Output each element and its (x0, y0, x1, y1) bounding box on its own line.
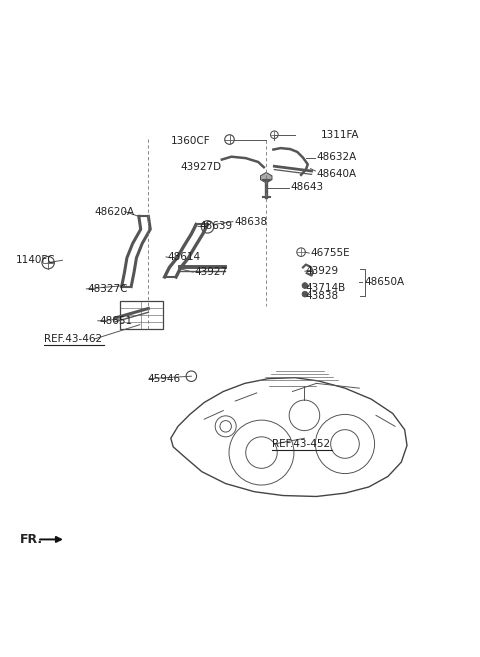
Text: 48643: 48643 (290, 182, 323, 193)
Text: 43927: 43927 (195, 267, 228, 277)
Text: 43838: 43838 (306, 291, 339, 301)
Text: 1360CF: 1360CF (171, 136, 210, 146)
Text: 43929: 43929 (306, 266, 339, 276)
Circle shape (302, 283, 308, 288)
Text: FR.: FR. (20, 533, 43, 546)
Text: 48651: 48651 (99, 316, 132, 326)
Text: 48327C: 48327C (87, 284, 128, 294)
Text: 48620A: 48620A (95, 206, 134, 217)
Polygon shape (261, 172, 272, 183)
Text: 46755E: 46755E (311, 248, 350, 258)
Text: REF.43-452: REF.43-452 (273, 439, 331, 449)
Text: 48638: 48638 (234, 217, 267, 227)
Text: 1311FA: 1311FA (321, 130, 360, 140)
Circle shape (302, 291, 308, 297)
Text: 48650A: 48650A (364, 277, 404, 286)
Text: 48614: 48614 (168, 252, 201, 262)
Text: REF.43-462: REF.43-462 (44, 334, 102, 344)
Text: 48640A: 48640A (316, 170, 357, 179)
Text: 48632A: 48632A (316, 152, 357, 162)
Text: 45946: 45946 (147, 374, 180, 384)
Text: 48639: 48639 (199, 221, 233, 231)
Text: 1140FC: 1140FC (16, 256, 55, 265)
Text: 43927D: 43927D (180, 162, 221, 172)
Text: 43714B: 43714B (306, 283, 346, 293)
